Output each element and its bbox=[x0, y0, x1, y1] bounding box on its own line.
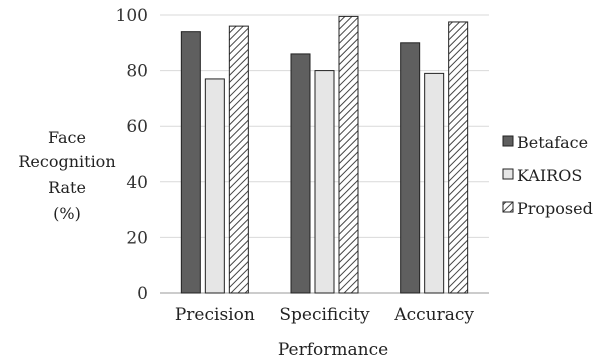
bar-proposed-precision bbox=[228, 25, 249, 294]
bar-kairos-accuracy bbox=[424, 72, 445, 294]
x-axis-title: Performance bbox=[278, 340, 388, 360]
bars bbox=[180, 15, 469, 294]
y-tick-label: 20 bbox=[126, 228, 148, 248]
legend-label: KAIROS bbox=[517, 166, 582, 185]
y-tick-labels: 0 20 40 60 80 100 bbox=[116, 6, 148, 304]
bar-proposed-accuracy bbox=[448, 21, 469, 294]
legend-label: Proposed bbox=[517, 199, 593, 218]
bar-betaface-specificity bbox=[290, 53, 311, 294]
bar-kairos-specificity bbox=[314, 70, 335, 294]
y-tick-label: 60 bbox=[126, 117, 148, 137]
y-tick-label: 40 bbox=[126, 173, 148, 193]
category-label: Accuracy bbox=[393, 305, 474, 325]
category-labels: Precision Specificity Accuracy bbox=[175, 305, 475, 325]
y-tick-label: 0 bbox=[137, 284, 148, 304]
y-axis-title: Face Recognition Rate (%) bbox=[18, 128, 115, 223]
legend-label: Betaface bbox=[517, 133, 588, 152]
y-axis-title-line: Face bbox=[48, 128, 86, 147]
bar-proposed-specificity bbox=[338, 15, 359, 294]
bar-betaface-precision bbox=[180, 31, 201, 294]
y-tick-label: 80 bbox=[126, 62, 148, 82]
y-axis-title-line: Recognition bbox=[18, 152, 115, 171]
category-label: Precision bbox=[175, 305, 255, 325]
y-axis-title-line: (%) bbox=[53, 204, 81, 223]
bar-kairos-precision bbox=[204, 78, 225, 294]
y-tick-label: 100 bbox=[116, 6, 148, 26]
legend: Betaface KAIROS Proposed bbox=[502, 133, 593, 218]
category-label: Specificity bbox=[279, 305, 370, 325]
y-axis-title-line: Rate bbox=[48, 178, 86, 197]
legend-swatch bbox=[502, 201, 514, 213]
legend-swatch bbox=[502, 135, 514, 147]
bar-betaface-accuracy bbox=[400, 42, 421, 294]
legend-swatch bbox=[502, 168, 514, 180]
